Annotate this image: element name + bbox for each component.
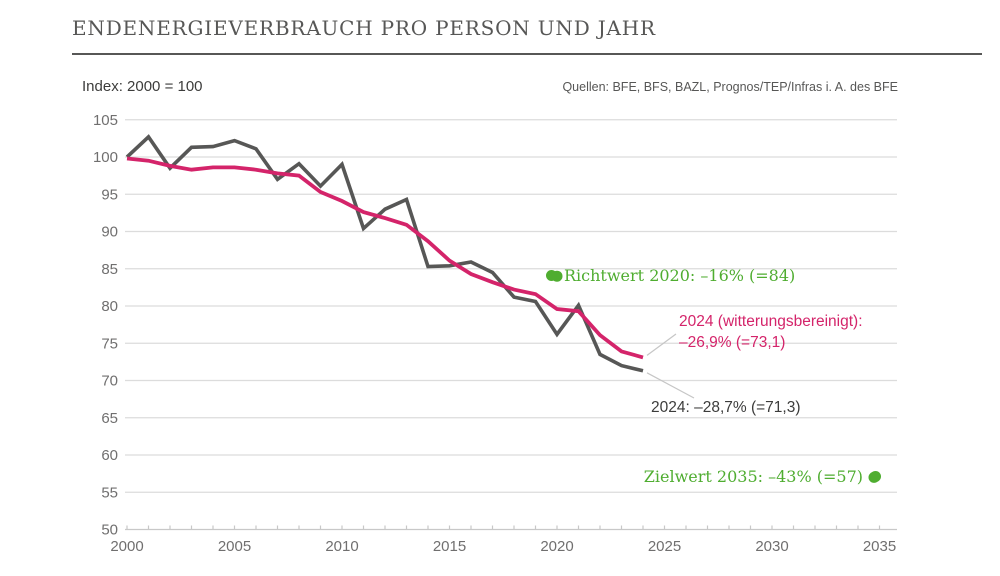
annotation-2024-wa-line2: –26,9% (=73,1)	[679, 334, 786, 351]
x-tick-label-2025: 2025	[648, 538, 681, 555]
series-line-actual	[125, 134, 644, 373]
y-tick-label-75: 75	[101, 335, 118, 352]
annotation-2024-wa-line1: 2024 (witterungsbereinigt):	[679, 313, 863, 330]
x-tick-label-2005: 2005	[218, 538, 251, 555]
page-title: ENDENERGIEVERBRAUCH PRO PERSON UND JAHR	[72, 16, 656, 40]
annotation-2024-actual: 2024: –28,7% (=71,3)	[651, 399, 801, 416]
zielwert-2035-label: Zielwert 2035: –43% (=57)	[643, 467, 863, 486]
x-tick-label-2020: 2020	[540, 538, 573, 555]
zielwert-2035-annotation: Zielwert 2035: –43% (=57)	[644, 467, 881, 486]
y-tick-label-55: 55	[101, 484, 118, 501]
x-tick-label-2000: 2000	[110, 538, 143, 555]
y-tick-label-80: 80	[101, 298, 118, 315]
index-note: Index: 2000 = 100	[82, 78, 203, 95]
y-tick-label-65: 65	[101, 410, 118, 427]
title-divider	[72, 53, 982, 55]
y-tick-label-85: 85	[101, 261, 118, 278]
annotation-2024-weather-adjusted: 2024 (witterungsbereinigt): –26,9% (=73,…	[679, 311, 863, 353]
callout-weather-adjusted	[646, 333, 677, 356]
y-tick-label-70: 70	[101, 373, 118, 390]
x-tick-label-2030: 2030	[755, 538, 788, 555]
x-tick-label-2010: 2010	[325, 538, 358, 555]
y-tick-label-60: 60	[101, 447, 118, 464]
callout-actual	[646, 372, 695, 399]
richtwert-dot-icon	[546, 270, 557, 281]
y-tick-label-105: 105	[93, 112, 118, 129]
y-tick-label-100: 100	[93, 149, 118, 166]
y-tick-label-90: 90	[101, 224, 118, 241]
sources-note: Quellen: BFE, BFS, BAZL, Prognos/TEP/Inf…	[562, 80, 898, 94]
y-tick-label-95: 95	[101, 186, 118, 203]
richtwert-2020-annotation: Richtwert 2020: –16% (=84)	[546, 266, 795, 285]
y-tick-label-50: 50	[101, 522, 118, 539]
x-tick-label-2015: 2015	[433, 538, 466, 555]
series-line-weather-adjusted	[126, 156, 644, 360]
richtwert-2020-label: Richtwert 2020: –16% (=84)	[564, 266, 796, 285]
x-tick-label-2035: 2035	[863, 538, 896, 555]
zielwert-dot-icon	[870, 471, 881, 482]
